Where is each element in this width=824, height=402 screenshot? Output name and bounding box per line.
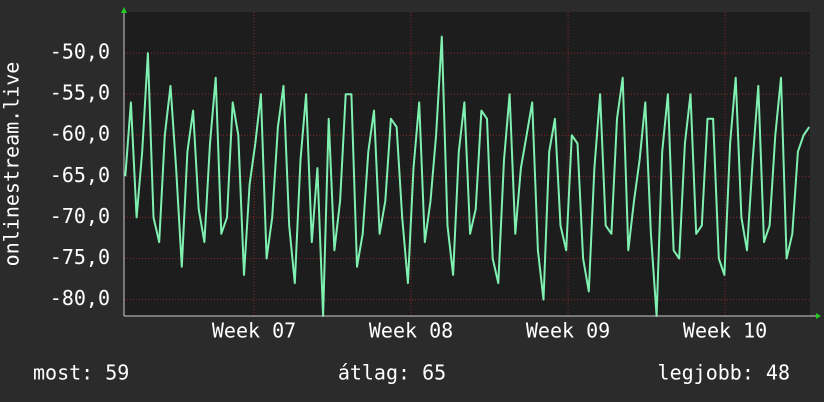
y-tick-label: -65,0: [50, 163, 110, 187]
y-tick-label: -75,0: [50, 245, 110, 269]
y-tick-label: -80,0: [50, 286, 110, 310]
y-axis-label: onlinestream.live: [0, 62, 24, 267]
y-arrow: [121, 7, 127, 13]
y-tick-label: -55,0: [50, 81, 110, 105]
x-arrow: [816, 313, 821, 319]
stat-current: most: 59: [33, 361, 129, 385]
stat-best: legjobb: 48: [658, 361, 790, 385]
x-tick-label: Week 08: [369, 319, 453, 343]
stat-average: átlag: 65: [338, 361, 446, 385]
y-tick-label: -50,0: [50, 40, 110, 64]
x-tick-label: Week 09: [526, 319, 610, 343]
y-tick-label: -60,0: [50, 122, 110, 146]
x-tick-label: Week 10: [683, 319, 767, 343]
x-tick-label: Week 07: [212, 319, 296, 343]
data-line: [124, 35, 811, 317]
y-tick-label: -70,0: [50, 204, 110, 228]
